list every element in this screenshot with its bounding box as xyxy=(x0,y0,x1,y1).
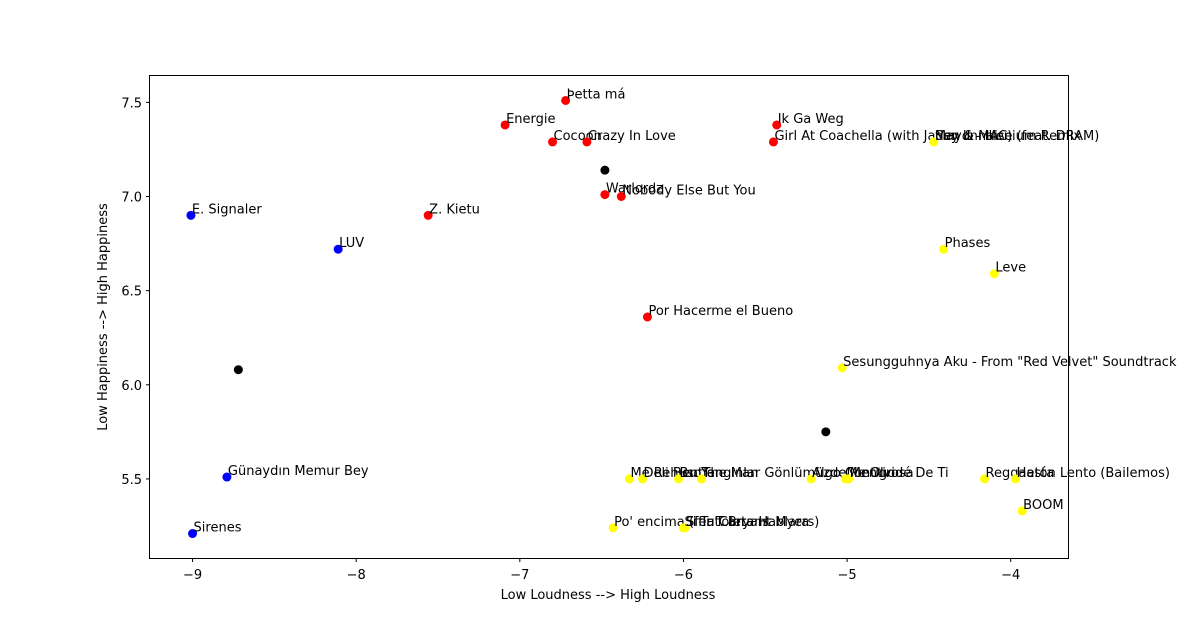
y-tick-label: 6.5 xyxy=(121,285,142,300)
data-point xyxy=(821,427,831,437)
x-tick-label: −8 xyxy=(347,568,366,583)
point-label: LUV xyxy=(339,236,364,251)
data-point xyxy=(844,474,854,484)
point-label: Si Tu Carta Hablara xyxy=(684,515,809,530)
y-tick-label: 7.0 xyxy=(121,191,142,206)
data-point xyxy=(980,474,990,484)
point-label: Po' encima (feat. Bryant Myers) xyxy=(614,515,819,530)
plot-frame xyxy=(149,75,1069,559)
x-axis-label: Low Loudness --> High Loudness xyxy=(501,588,716,603)
point-label: Mayonnaise (feat. DRAM) xyxy=(935,129,1099,144)
point-label: Þetta má xyxy=(567,87,626,102)
data-point xyxy=(642,312,652,322)
point-label: BOOM xyxy=(1023,498,1063,513)
y-tick-label: 5.5 xyxy=(121,473,142,488)
data-point xyxy=(1011,474,1021,484)
data-point xyxy=(674,474,684,484)
data-point xyxy=(616,192,626,201)
x-tick-label: −9 xyxy=(183,568,202,583)
point-label: Mentirosa xyxy=(850,466,914,481)
data-point xyxy=(548,137,558,147)
point-label: Sifir Tolerans xyxy=(686,515,769,530)
point-label: Phases xyxy=(945,236,991,251)
data-point xyxy=(696,474,706,484)
point-label: Algo Contigo xyxy=(812,466,895,481)
point-label: Hasta xyxy=(1017,466,1055,481)
point-label: Nobody Else But You xyxy=(622,184,756,199)
x-tick-label: −5 xyxy=(838,568,857,583)
data-point xyxy=(624,474,634,484)
data-point xyxy=(806,474,816,484)
data-point xyxy=(929,137,939,147)
data-point xyxy=(423,210,433,220)
point-label: Leve xyxy=(995,261,1026,276)
x-tick-label: −7 xyxy=(510,568,529,583)
data-point xyxy=(608,523,618,533)
point-label: Girl At Coachella (with Jaden & MAC) xyxy=(774,129,1012,144)
x-axis: −9 −8 −7 −6 −5 −4 xyxy=(183,558,1020,583)
x-tick-label: −4 xyxy=(1001,568,1020,583)
data-point xyxy=(768,137,778,147)
point-label: Energie xyxy=(506,112,555,127)
y-axis: 5.5 6.0 6.5 7.0 7.5 xyxy=(121,96,150,488)
data-point xyxy=(600,190,610,200)
data-point xyxy=(1017,506,1027,516)
data-point xyxy=(772,120,782,130)
data-point xyxy=(233,365,243,375)
data-point xyxy=(561,95,571,105)
point-label: Reggaetón Lento (Bailemos) xyxy=(986,466,1170,481)
x-tick-label: −6 xyxy=(674,568,693,583)
point-label: Crazy In Love xyxy=(588,129,676,144)
point-label: Ik Ga Weg xyxy=(778,112,844,127)
data-point xyxy=(186,210,196,220)
point-label: Sesungguhnya Aku - From "Red Velvet" Sou… xyxy=(843,355,1177,370)
point-label: Sirenes xyxy=(194,521,242,536)
point-label: Por Hacerme el Bueno xyxy=(648,304,793,319)
data-point xyxy=(638,474,648,484)
y-tick-label: 7.5 xyxy=(121,96,142,111)
point-label: The Man xyxy=(701,466,758,481)
data-point xyxy=(837,363,847,373)
point-label: Say It - Illenium Remix xyxy=(935,129,1082,144)
point-label: Günaydın Memur Bey xyxy=(228,464,369,479)
data-point xyxy=(678,523,688,533)
data-point xyxy=(188,529,198,539)
point-label: Bu Yangınlar Gönlümüzde xyxy=(680,466,847,481)
point-label: Me Olvidé De Ti xyxy=(846,466,948,481)
point-label: E. Signaler xyxy=(192,202,262,217)
data-point xyxy=(582,137,592,147)
data-point xyxy=(939,244,949,254)
data-point xyxy=(600,165,610,175)
data-point xyxy=(333,244,343,254)
point-label: Me Rehuso xyxy=(630,466,701,481)
y-tick-label: 6.0 xyxy=(121,379,142,394)
data-point xyxy=(222,472,232,482)
point-label: Z. Kietu xyxy=(429,202,480,217)
y-axis-label: Low Happiness --> High Happiness xyxy=(96,203,111,431)
data-point xyxy=(989,269,999,279)
data-point xyxy=(500,120,510,130)
